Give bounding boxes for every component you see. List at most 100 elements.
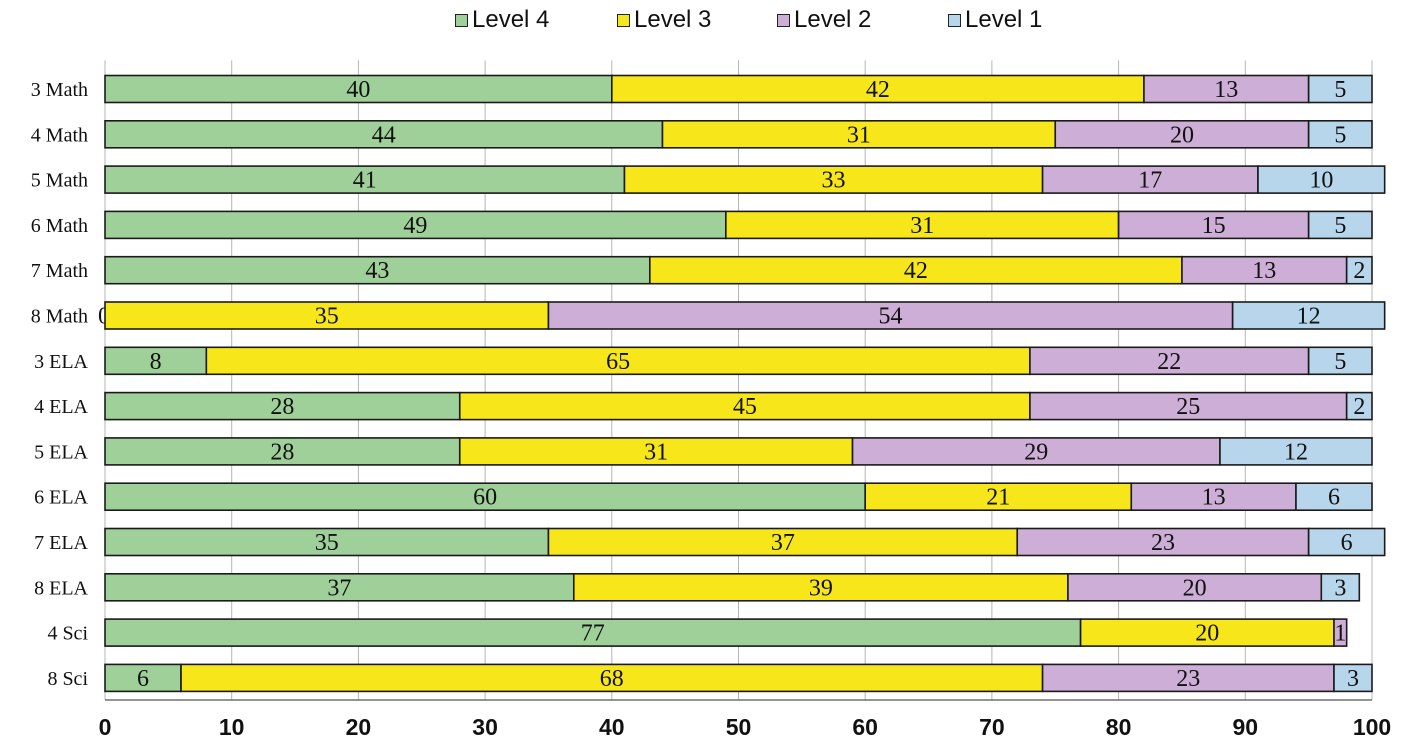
bar-segment bbox=[1143, 74, 1310, 104]
data-label: 3 bbox=[1334, 575, 1346, 601]
bar-segment bbox=[1307, 74, 1373, 104]
data-label: 23 bbox=[1176, 666, 1200, 692]
bar-segment bbox=[104, 346, 208, 376]
x-tick-label: 40 bbox=[599, 714, 625, 740]
category-label: 7 ELA bbox=[34, 532, 88, 554]
data-label: 22 bbox=[1157, 349, 1181, 375]
x-tick-label: 90 bbox=[1233, 714, 1259, 740]
bar-segment bbox=[1345, 255, 1373, 285]
data-label: 31 bbox=[644, 439, 668, 465]
bar-segment bbox=[104, 482, 867, 512]
category-label: 5 Math bbox=[31, 170, 88, 192]
data-label: 20 bbox=[1170, 122, 1194, 148]
data-label: 5 bbox=[1334, 77, 1346, 103]
bar-segment bbox=[1041, 165, 1259, 194]
bar-segment bbox=[1181, 255, 1348, 285]
legend-item: Level 3 bbox=[617, 6, 711, 34]
category-label: 6 ELA bbox=[34, 487, 88, 509]
data-label: 29 bbox=[1024, 439, 1048, 465]
data-label: 42 bbox=[904, 258, 928, 284]
bar-segment bbox=[104, 527, 550, 557]
bar-segment bbox=[458, 437, 854, 466]
data-label: 15 bbox=[1202, 213, 1226, 239]
data-label: 10 bbox=[1309, 168, 1333, 194]
data-label: 20 bbox=[1195, 621, 1219, 647]
x-tick-label: 20 bbox=[346, 714, 372, 740]
legend-label: Level 4 bbox=[472, 6, 550, 33]
bar-segment bbox=[1130, 482, 1297, 512]
category-label: 3 Math bbox=[31, 79, 88, 101]
data-label: 28 bbox=[270, 394, 294, 420]
data-label: 33 bbox=[822, 168, 846, 194]
bar-segment bbox=[104, 437, 461, 466]
bar-segment bbox=[1333, 663, 1373, 693]
legend-item: Level 2 bbox=[777, 6, 871, 34]
bar-segment bbox=[104, 165, 626, 194]
bar-segment bbox=[1029, 391, 1348, 421]
data-label: 54 bbox=[879, 304, 903, 330]
data-label: 13 bbox=[1252, 258, 1276, 284]
category-label: 4 Math bbox=[31, 124, 88, 146]
bar-segment bbox=[623, 165, 1044, 194]
category-label: 4 Sci bbox=[47, 623, 88, 645]
bar-segment bbox=[1079, 618, 1335, 647]
data-label: 6 bbox=[137, 666, 149, 692]
bar-segment bbox=[572, 572, 1069, 602]
data-label: 5 bbox=[1334, 213, 1346, 239]
bar-segment bbox=[864, 482, 1133, 512]
x-tick-label: 0 bbox=[99, 714, 112, 740]
bar-segment bbox=[1231, 301, 1386, 330]
data-label: 40 bbox=[346, 77, 370, 103]
bar-segment bbox=[104, 74, 613, 104]
category-label: 5 ELA bbox=[34, 441, 88, 463]
data-label: 41 bbox=[353, 168, 377, 194]
data-label: 13 bbox=[1202, 485, 1226, 511]
legend-swatch bbox=[948, 13, 961, 27]
x-tick-label: 60 bbox=[852, 714, 878, 740]
data-label: 35 bbox=[315, 304, 339, 330]
category-label: 8 Sci bbox=[47, 668, 88, 690]
legend: Level 4 Level 3 Level 2 Level 1 bbox=[0, 6, 1406, 36]
bar-segment bbox=[1307, 120, 1373, 149]
bar-segment bbox=[104, 572, 575, 602]
data-label: 44 bbox=[372, 122, 396, 148]
data-label: 5 bbox=[1334, 122, 1346, 148]
legend-swatch bbox=[455, 13, 468, 27]
data-label: 13 bbox=[1214, 77, 1238, 103]
data-label: 21 bbox=[986, 485, 1010, 511]
data-label: 31 bbox=[847, 122, 871, 148]
data-label: 3 bbox=[1347, 666, 1359, 692]
x-tick-label: 30 bbox=[472, 714, 498, 740]
legend-label: Level 1 bbox=[965, 6, 1043, 33]
data-label: 77 bbox=[581, 621, 605, 647]
bar-segment bbox=[1117, 210, 1310, 240]
legend-label: Level 2 bbox=[794, 6, 872, 33]
category-label: 4 ELA bbox=[34, 396, 88, 418]
data-label: 39 bbox=[809, 575, 833, 601]
legend-item: Level 4 bbox=[455, 6, 549, 34]
data-label: 35 bbox=[315, 530, 339, 556]
x-tick-label: 80 bbox=[1106, 714, 1132, 740]
bar-segment bbox=[1307, 210, 1373, 240]
bar-segment bbox=[1219, 437, 1373, 466]
data-label: 6 bbox=[1341, 530, 1353, 556]
legend-item: Level 1 bbox=[948, 6, 1042, 34]
data-label: 68 bbox=[600, 666, 624, 692]
data-label: 28 bbox=[270, 439, 294, 465]
data-label: 2 bbox=[1353, 258, 1365, 284]
bar-segment bbox=[1333, 618, 1348, 647]
data-label: 49 bbox=[403, 213, 427, 239]
category-label: 8 ELA bbox=[34, 577, 88, 599]
bar-segment bbox=[104, 663, 182, 693]
data-label: 17 bbox=[1138, 168, 1162, 194]
bar-segment bbox=[649, 255, 1183, 285]
bar-segment bbox=[104, 255, 651, 285]
legend-swatch bbox=[777, 13, 790, 27]
data-label: 45 bbox=[733, 394, 757, 420]
x-tick-label: 50 bbox=[726, 714, 752, 740]
bar-segment bbox=[1345, 391, 1373, 421]
data-label: 2 bbox=[1353, 394, 1365, 420]
x-tick-label: 10 bbox=[219, 714, 245, 740]
x-tick-label: 70 bbox=[979, 714, 1005, 740]
data-label: 6 bbox=[1328, 485, 1340, 511]
